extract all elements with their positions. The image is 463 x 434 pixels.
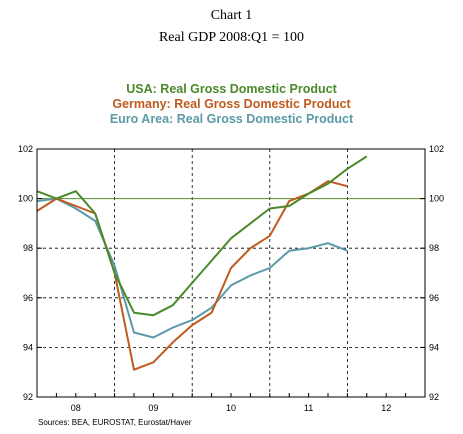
y-tick-label-right: 96 [429,293,439,303]
y-tick-label-right: 94 [429,342,439,352]
chart-subtitle: Real GDP 2008:Q1 = 100 [158,30,305,45]
y-tick-label-left: 94 [23,342,33,352]
chart-title: Chart 1 [210,8,253,23]
x-tick-label: 12 [381,403,391,413]
x-tick-label: 11 [304,403,313,413]
y-tick-label-right: 102 [429,144,444,154]
y-tick-label-left: 92 [23,392,33,402]
y-tick-label-left: 98 [23,243,33,253]
series-line-euro-area [36,197,348,339]
x-tick-label: 09 [148,403,158,413]
plot-frame [36,148,426,398]
y-tick-label-right: 100 [429,194,444,204]
x-tick-label: 10 [226,403,236,413]
y-tick-label-right: 98 [429,243,439,253]
legend-entry-euro-area: Euro Area: Real Gross Domestic Product [109,112,354,126]
series-line-germany [36,180,348,371]
legend-entry-usa: USA: Real Gross Domestic Product [126,82,337,96]
y-tick-label-right: 92 [429,392,439,402]
y-tick-label-left: 102 [18,144,33,154]
source-note: Sources: BEA, EUROSTAT, Eurostat/Haver [38,418,192,427]
y-tick-label-left: 96 [23,293,33,303]
x-tick-label: 08 [71,403,81,413]
y-tick-label-left: 100 [18,194,33,204]
series-line-usa [36,155,368,317]
legend-entry-germany: Germany: Real Gross Domestic Product [112,97,351,111]
